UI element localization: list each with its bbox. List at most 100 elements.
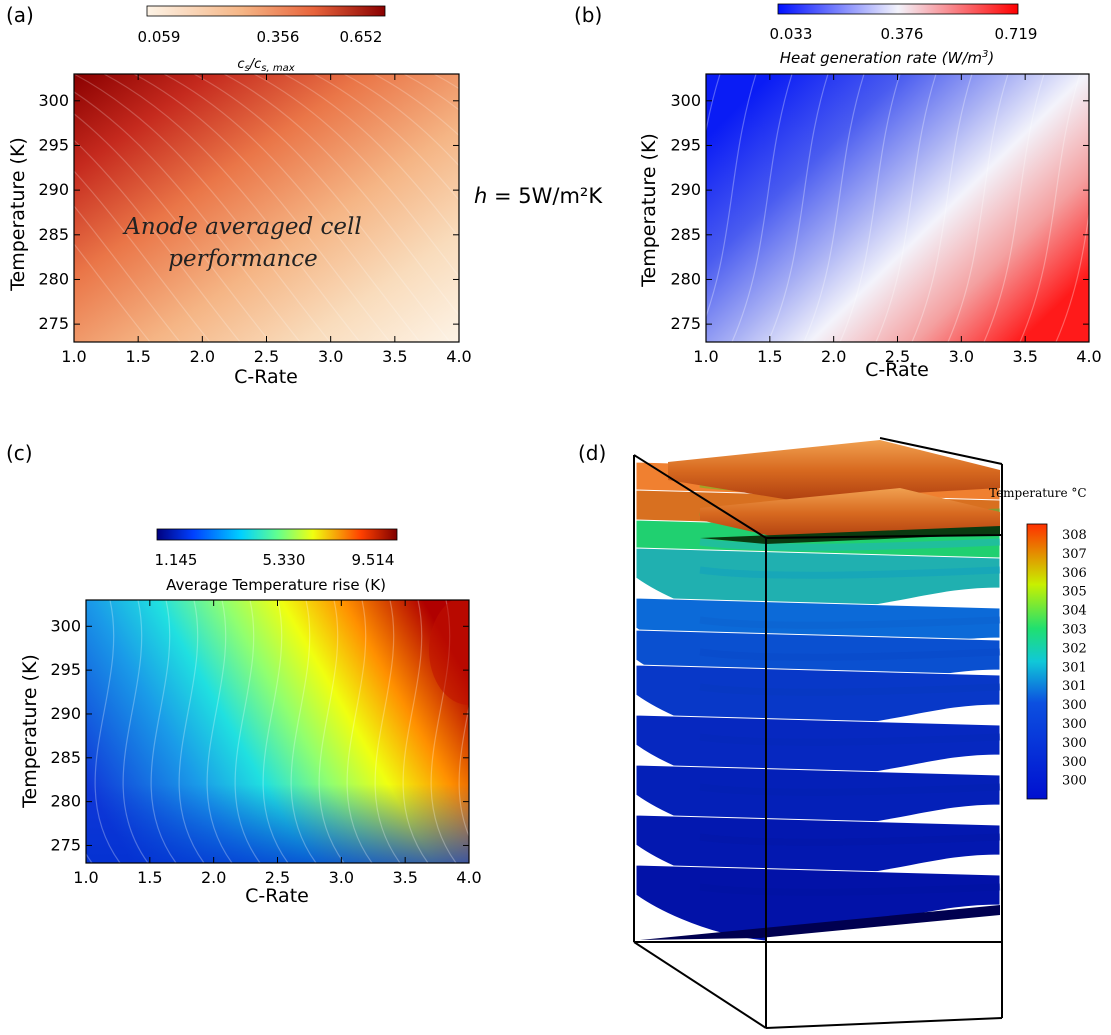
surface-layers bbox=[635, 440, 1001, 942]
contour-line bbox=[206, 600, 233, 863]
y-tick-label: 285 bbox=[50, 748, 81, 767]
y-tick-label: 290 bbox=[38, 180, 69, 199]
y-tick-label: 275 bbox=[670, 314, 701, 333]
y-tick-label: 300 bbox=[38, 91, 69, 110]
contour-line bbox=[343, 74, 459, 167]
contour-lines bbox=[516, 74, 1111, 342]
colorbar-tick-label: 300 bbox=[1062, 774, 1087, 789]
y-tick-label: 290 bbox=[50, 704, 81, 723]
y-tick-label: 285 bbox=[670, 225, 701, 244]
colorbar-tick-label: 300 bbox=[1062, 755, 1087, 770]
contour-line bbox=[74, 91, 301, 342]
contour-line bbox=[74, 170, 211, 342]
contour-line bbox=[516, 74, 576, 342]
surface-band bbox=[699, 538, 1001, 551]
surface-band bbox=[699, 648, 1001, 661]
colorbar-tick-label: 5.330 bbox=[263, 551, 306, 569]
contour-lines bbox=[86, 600, 540, 863]
contour-line bbox=[706, 74, 721, 134]
x-tick-label: 1.5 bbox=[757, 347, 782, 366]
contour-line bbox=[1019, 74, 1081, 342]
colorbar-tick-label: 9.514 bbox=[352, 551, 395, 569]
surface-band bbox=[699, 566, 1001, 579]
contour-line bbox=[94, 600, 121, 863]
contour-line bbox=[552, 74, 612, 342]
colorbar-tick-label: 1.145 bbox=[155, 551, 198, 569]
colorbar-tick-label: 300 bbox=[1062, 736, 1087, 751]
contour-line bbox=[74, 205, 181, 342]
panel-b: (b) 0.033 0.376 0.719 Heat generation rate… bbox=[516, 3, 1111, 381]
contour-line bbox=[839, 74, 901, 342]
panel-label: (b) bbox=[574, 3, 602, 27]
x-axis-label: C-Rate bbox=[234, 366, 298, 388]
contour-line bbox=[458, 703, 469, 838]
contour-line bbox=[983, 74, 1045, 342]
colorbar-title: Temperature °C bbox=[989, 486, 1087, 500]
plot-shade bbox=[86, 600, 469, 863]
y-tick-label: 295 bbox=[670, 135, 701, 154]
colorbar-label: cs/cs, max bbox=[237, 57, 294, 74]
axes: 1.0 1.5 2.0 2.5 3.0 3.5 4.0 275 280 285 290 295 300 bbox=[50, 600, 482, 887]
contour-line bbox=[313, 74, 459, 201]
contour-line bbox=[515, 600, 540, 863]
colorbar bbox=[777, 3, 1019, 15]
contour-line bbox=[318, 600, 345, 863]
contour-line bbox=[767, 74, 829, 342]
axes: 1.0 1.5 2.0 2.5 3.0 3.5 4.0 275 280 285 290 295 300 bbox=[670, 74, 1102, 366]
contour-line bbox=[803, 74, 865, 342]
y-tick-label: 280 bbox=[670, 269, 701, 288]
x-tick-label: 1.0 bbox=[73, 868, 98, 887]
contour-line bbox=[706, 74, 757, 318]
plot-area bbox=[74, 74, 459, 342]
panel-label: (c) bbox=[6, 441, 33, 465]
x-tick-label: 3.0 bbox=[318, 347, 343, 366]
y-tick-label: 295 bbox=[50, 660, 81, 679]
contour-line bbox=[133, 74, 391, 342]
bounding-box bbox=[633, 437, 1003, 1029]
colorbar-tick-label: 0.356 bbox=[257, 28, 300, 46]
colorbar-tick-label: 305 bbox=[1062, 585, 1087, 600]
contour-line bbox=[875, 74, 937, 342]
contour-line bbox=[911, 74, 973, 342]
surface-band bbox=[699, 833, 1001, 846]
colorbar-label: Heat generation rate (W/m3) bbox=[780, 49, 995, 67]
x-axis-label: C-Rate bbox=[865, 359, 929, 381]
colorbar-tick-label: 300 bbox=[1062, 717, 1087, 732]
y-tick-label: 295 bbox=[38, 135, 69, 154]
top-ridge bbox=[700, 488, 1000, 538]
colorbar-tick-label: 306 bbox=[1062, 566, 1087, 581]
colorbar-ticks: 1.145 5.330 9.514 bbox=[155, 551, 395, 569]
y-tick-label: 280 bbox=[50, 792, 81, 811]
colorbar-tick-label: 301 bbox=[1062, 660, 1087, 675]
colorbar-tick-label: 308 bbox=[1062, 528, 1087, 543]
contour-line bbox=[262, 600, 289, 863]
contour-line bbox=[122, 600, 149, 863]
y-tick-label: 280 bbox=[38, 269, 69, 288]
colorbar-tick-label: 0.719 bbox=[995, 25, 1038, 43]
contour-line bbox=[283, 74, 459, 239]
contour-line bbox=[234, 600, 261, 863]
contour-line bbox=[253, 74, 459, 278]
surface-band bbox=[699, 616, 1001, 629]
y-tick-label: 275 bbox=[50, 835, 81, 854]
y-tick-label: 300 bbox=[50, 616, 81, 635]
colorbar bbox=[146, 5, 386, 17]
x-tick-label: 2.5 bbox=[265, 868, 290, 887]
colorbar-ticks: 308 307 306 305 304 303 302 301 301 300 300 300 300 3… bbox=[1062, 528, 1087, 789]
x-tick-label: 4.0 bbox=[1076, 347, 1101, 366]
contour-line bbox=[487, 600, 512, 863]
colorbar-tick-label: 0.059 bbox=[138, 28, 181, 46]
x-tick-label: 2.0 bbox=[821, 347, 846, 366]
contour-line bbox=[223, 74, 459, 317]
y-axis-label: Temperature (K) bbox=[638, 133, 660, 288]
colorbar bbox=[156, 528, 398, 541]
colorbar-ticks: 0.033 0.376 0.719 bbox=[770, 25, 1038, 43]
panel-label: (d) bbox=[578, 441, 606, 465]
x-tick-label: 3.5 bbox=[392, 868, 417, 887]
colorbar-tick-label: 0.033 bbox=[770, 25, 813, 43]
x-tick-label: 4.0 bbox=[456, 868, 481, 887]
contour-line bbox=[1092, 74, 1111, 342]
surface-band bbox=[699, 783, 1001, 796]
bottom-edge bbox=[640, 905, 1000, 940]
